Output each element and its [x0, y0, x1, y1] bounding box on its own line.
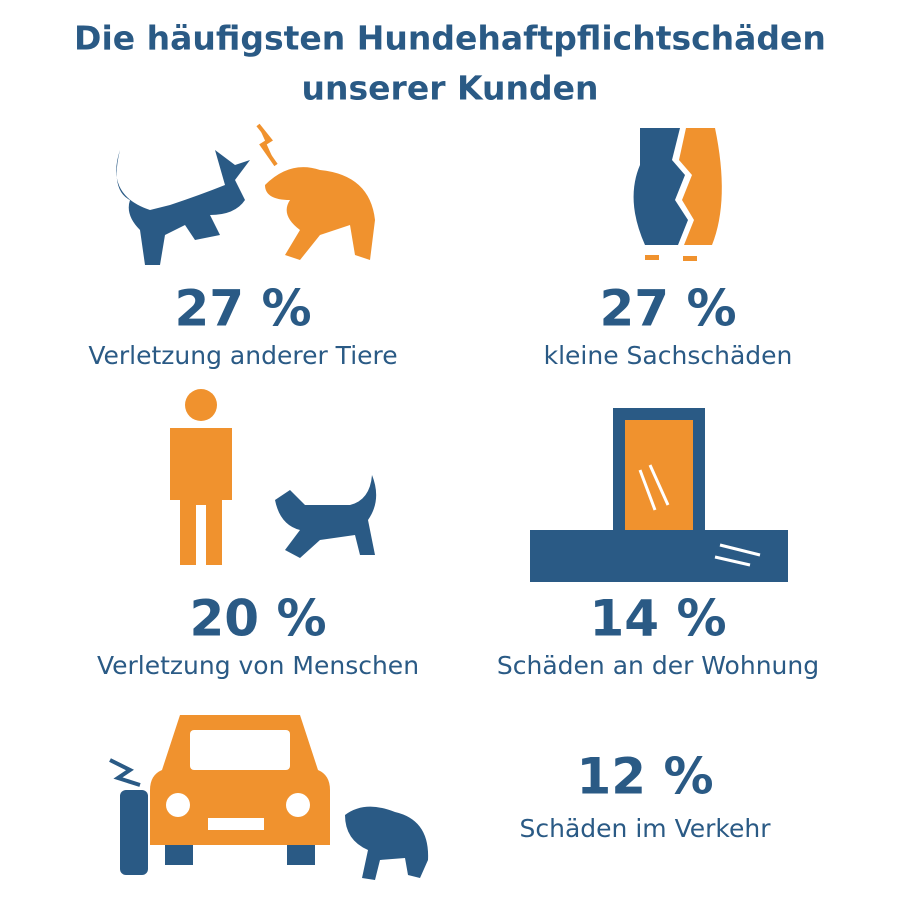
percent: 20 %: [189, 590, 326, 648]
percent: 27 %: [599, 280, 736, 338]
icon-car: [109, 715, 429, 880]
item-label: Verletzung anderer Tiere: [88, 341, 397, 370]
icon-person-dog: [170, 389, 377, 565]
percent: 27 %: [174, 280, 311, 338]
shard: [645, 255, 659, 260]
title-line: unserer Kunden: [302, 69, 599, 108]
icon-door: [530, 408, 788, 582]
item-label: Verletzung von Menschen: [97, 651, 419, 680]
shard: [683, 256, 697, 261]
icon-dogs: [116, 123, 375, 265]
percent: 14 %: [589, 590, 726, 648]
item-label: Schäden an der Wohnung: [497, 651, 819, 680]
icon-vase: [633, 128, 722, 261]
percent: 12 %: [576, 748, 713, 806]
title-line: Die häufigsten Hundehaftpflichtschäden: [74, 19, 826, 58]
item-label: Schäden im Verkehr: [520, 814, 772, 843]
item-label: kleine Sachschäden: [544, 341, 793, 370]
